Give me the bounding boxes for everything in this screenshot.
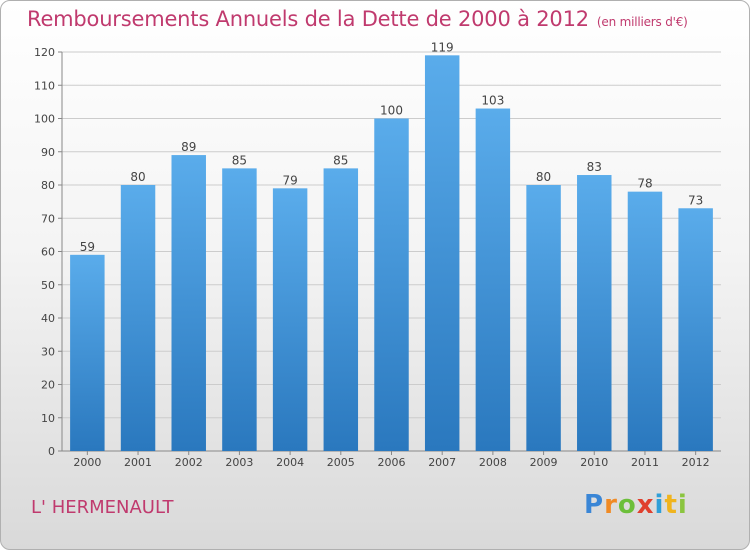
bar	[323, 168, 359, 451]
bar	[424, 55, 460, 451]
y-tick-label: 70	[41, 212, 55, 225]
proxiti-logo[interactable]: Proxiti	[584, 490, 688, 520]
logo-letter: P	[584, 490, 605, 520]
logo-letter: x	[636, 490, 655, 520]
logo-letter: r	[604, 490, 618, 520]
bar	[678, 208, 713, 451]
bar	[222, 168, 257, 451]
logo-letter: t	[664, 490, 678, 520]
bar	[627, 191, 663, 451]
bar-value-label: 100	[380, 104, 403, 118]
bar	[374, 118, 409, 451]
bar	[70, 254, 105, 451]
y-tick-label: 80	[41, 179, 55, 192]
bar	[475, 108, 511, 452]
y-tick-label: 40	[41, 312, 55, 325]
y-tick-label: 50	[41, 279, 55, 292]
x-tick-label: 2012	[682, 456, 710, 469]
logo-letter: o	[617, 490, 637, 520]
bar-value-label: 83	[587, 160, 602, 174]
y-tick-label: 10	[41, 412, 55, 425]
bar-value-label: 79	[282, 173, 297, 187]
x-tick-label: 2000	[73, 456, 101, 469]
bar-value-label: 89	[181, 140, 196, 154]
x-tick-label: 2003	[225, 456, 253, 469]
x-tick-label: 2011	[631, 456, 659, 469]
x-tick-label: 2006	[378, 456, 406, 469]
x-tick-label: 2007	[428, 456, 456, 469]
chart-title-text: Remboursements Annuels de la Dette de 20…	[27, 7, 589, 31]
y-tick-label: 90	[41, 146, 55, 159]
x-tick-label: 2001	[124, 456, 152, 469]
bar-value-label: 85	[333, 153, 348, 167]
bar-value-label: 73	[688, 193, 703, 207]
bar	[272, 188, 308, 451]
y-tick-label: 30	[41, 345, 55, 358]
logo-letter: i	[654, 490, 665, 520]
town-name: L' HERMENAULT	[31, 497, 174, 518]
x-tick-label: 2009	[530, 456, 558, 469]
bars: 59 80 89 85 79 85 100 119 103 80 83 78 73	[70, 40, 713, 452]
y-tick-label: 100	[34, 113, 55, 126]
y-tick-label: 110	[34, 79, 55, 92]
bar-value-label: 80	[130, 170, 145, 184]
x-tick-label: 2005	[327, 456, 355, 469]
y-tick-label: 0	[48, 445, 55, 458]
chart-title: Remboursements Annuels de la Dette de 20…	[27, 7, 688, 31]
x-tick-label: 2008	[479, 456, 507, 469]
bar-value-label: 80	[536, 170, 551, 184]
x-tick-label: 2010	[580, 456, 608, 469]
bar-value-label: 85	[232, 153, 247, 167]
bar	[171, 155, 206, 451]
bar-value-label: 103	[481, 94, 504, 108]
y-tick-label: 20	[41, 379, 55, 392]
x-tick-label: 2002	[175, 456, 203, 469]
y-tick-label: 120	[34, 46, 55, 59]
bar-value-label: 78	[637, 177, 652, 191]
x-tick-label: 2004	[276, 456, 304, 469]
bar	[526, 185, 561, 451]
axes: 0 10 20 30 40 50 60 70 80 90 100 110 120 2000 2001 2002…	[34, 46, 721, 469]
bar	[577, 175, 612, 451]
bar-value-label: 119	[431, 40, 454, 54]
logo-letter: i	[677, 490, 688, 520]
bar	[120, 185, 156, 451]
bar-value-label: 59	[80, 240, 95, 254]
chart-unit: (en milliers d'€)	[596, 15, 688, 29]
y-tick-label: 60	[41, 246, 55, 259]
